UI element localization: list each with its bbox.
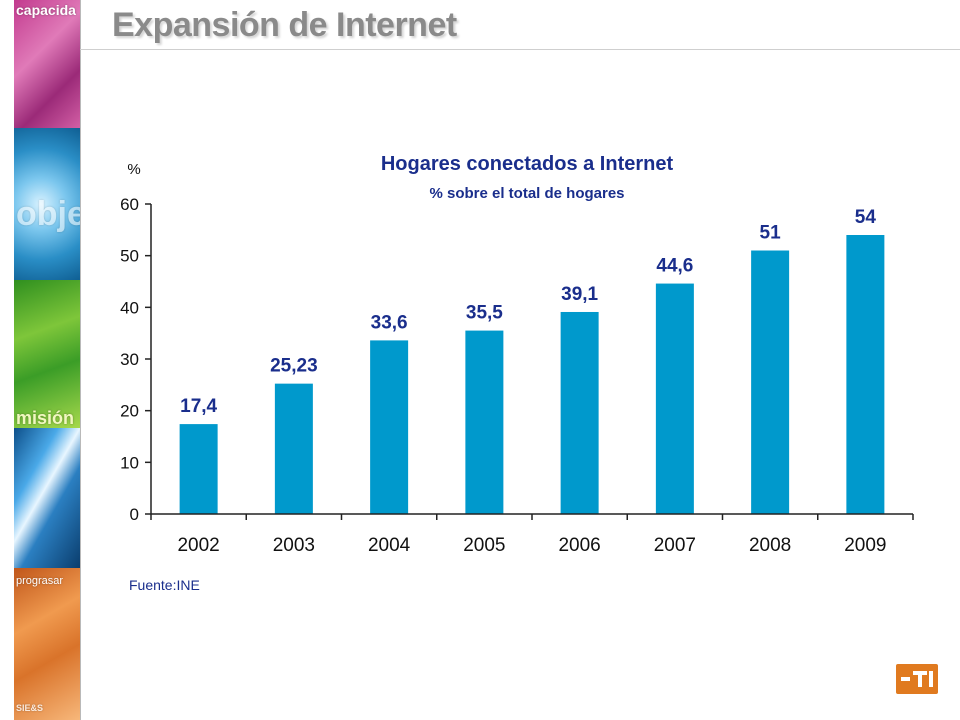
bar-2009 bbox=[846, 235, 885, 514]
side-word-1: capacida bbox=[16, 2, 76, 18]
side-panel-blue bbox=[14, 128, 80, 280]
chart-title: Hogares conectados a Internet bbox=[381, 153, 674, 175]
data-label-2002: 17,4 bbox=[180, 396, 217, 417]
side-word-5: SIE&S bbox=[16, 703, 44, 713]
strip-divider bbox=[80, 0, 81, 720]
bar-2002 bbox=[179, 424, 218, 514]
x-category-label: 2008 bbox=[749, 535, 791, 556]
bar-2007 bbox=[655, 283, 694, 514]
side-panel-magenta bbox=[14, 0, 80, 128]
y-tick-label: 40 bbox=[120, 298, 139, 317]
page-title: Expansión de Internet bbox=[112, 6, 457, 44]
logo-icon bbox=[896, 664, 938, 694]
x-category-label: 2006 bbox=[558, 535, 600, 556]
bar-2003 bbox=[274, 383, 313, 514]
side-panel-lightblue bbox=[14, 428, 80, 568]
x-category-label: 2002 bbox=[177, 535, 219, 556]
y-axis-unit-label: % bbox=[127, 161, 140, 178]
bar-2005 bbox=[465, 330, 504, 514]
x-category-label: 2004 bbox=[368, 535, 411, 556]
bar-2006 bbox=[560, 311, 599, 514]
side-word-3: misión bbox=[16, 408, 75, 428]
corporate-logo bbox=[896, 664, 938, 694]
data-label-2008: 51 bbox=[760, 223, 782, 244]
x-category-label: 2003 bbox=[273, 535, 315, 556]
side-panel-orange bbox=[14, 568, 80, 720]
y-tick-label: 60 bbox=[120, 195, 139, 214]
data-label-2006: 39,1 bbox=[561, 284, 598, 305]
x-category-label: 2007 bbox=[654, 535, 696, 556]
axes-layer: 0 10 20 30 40 50 60 2002 2003 2004 2005 2006 2007 200… bbox=[120, 195, 914, 556]
y-tick-label: 10 bbox=[120, 453, 139, 472]
y-tick-label: 0 bbox=[130, 505, 139, 524]
bars-layer: 17,4 25,23 33,6 35,5 39,1 44,6 51 54 bbox=[179, 207, 885, 514]
x-category-label: 2009 bbox=[844, 535, 886, 556]
bar-2008 bbox=[751, 250, 790, 514]
x-category-label: 2005 bbox=[463, 535, 505, 556]
data-label-2007: 44,6 bbox=[656, 256, 693, 277]
y-tick-label: 30 bbox=[120, 350, 139, 369]
data-label-2009: 54 bbox=[855, 207, 877, 228]
side-panel-green bbox=[14, 280, 80, 428]
title-rule bbox=[80, 49, 960, 50]
y-tick-label: 50 bbox=[120, 247, 139, 266]
data-label-2004: 33,6 bbox=[371, 312, 408, 333]
source-note: Fuente:INE bbox=[129, 577, 200, 593]
side-word-4: prograsar bbox=[16, 575, 64, 587]
decorative-side-strip: capacida obje misión prograsar SIE&S bbox=[14, 0, 80, 720]
bar-2004 bbox=[370, 340, 409, 514]
side-word-2: obje bbox=[16, 195, 80, 233]
data-label-2003: 25,23 bbox=[270, 356, 318, 377]
data-label-2005: 35,5 bbox=[466, 303, 503, 324]
y-tick-label: 20 bbox=[120, 402, 139, 421]
chart-subtitle: % sobre el total de hogares bbox=[429, 185, 624, 202]
